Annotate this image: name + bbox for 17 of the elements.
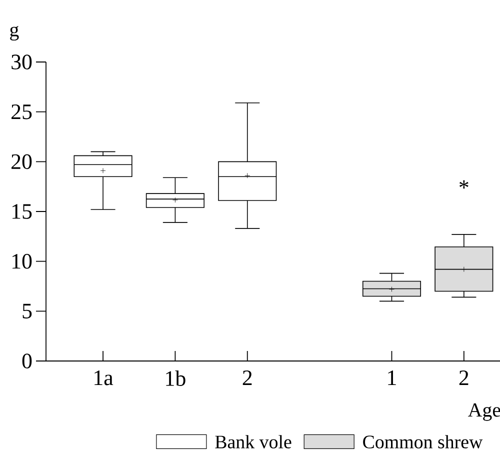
y-tick-label: 15 [12,204,32,219]
x-tick-label: 2 [242,370,252,386]
x-axis-title: Age [468,403,500,421]
x-tick-label: 1a [94,370,114,386]
x-tick-label: 2 [459,370,468,386]
y-tick-label: 20 [12,154,32,170]
y-tick-label: 10 [12,254,32,269]
y-tick-label: 0 [22,354,32,368]
x-tick-label: 1b [166,370,186,386]
legend-label: Bank vole [215,435,292,448]
x-tick-label: 1 [388,370,396,385]
y-axis-title: g [10,26,19,41]
y-tick-label: 25 [12,104,32,120]
y-tick-label: 30 [12,54,32,70]
y-tick-label: 5 [22,304,32,318]
legend-label: Common shrew [363,435,483,448]
annotation: * [460,180,468,188]
